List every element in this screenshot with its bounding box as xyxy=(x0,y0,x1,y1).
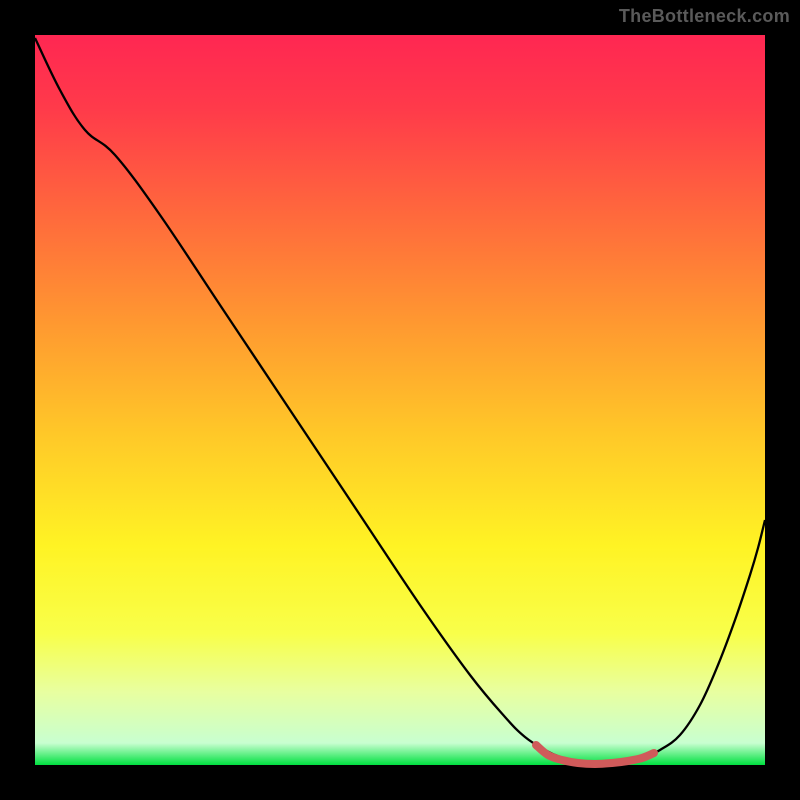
chart-container: TheBottleneck.com xyxy=(0,0,800,800)
chart-plot-area xyxy=(35,35,765,765)
watermark-text: TheBottleneck.com xyxy=(619,6,790,27)
bottleneck-chart xyxy=(0,0,800,800)
